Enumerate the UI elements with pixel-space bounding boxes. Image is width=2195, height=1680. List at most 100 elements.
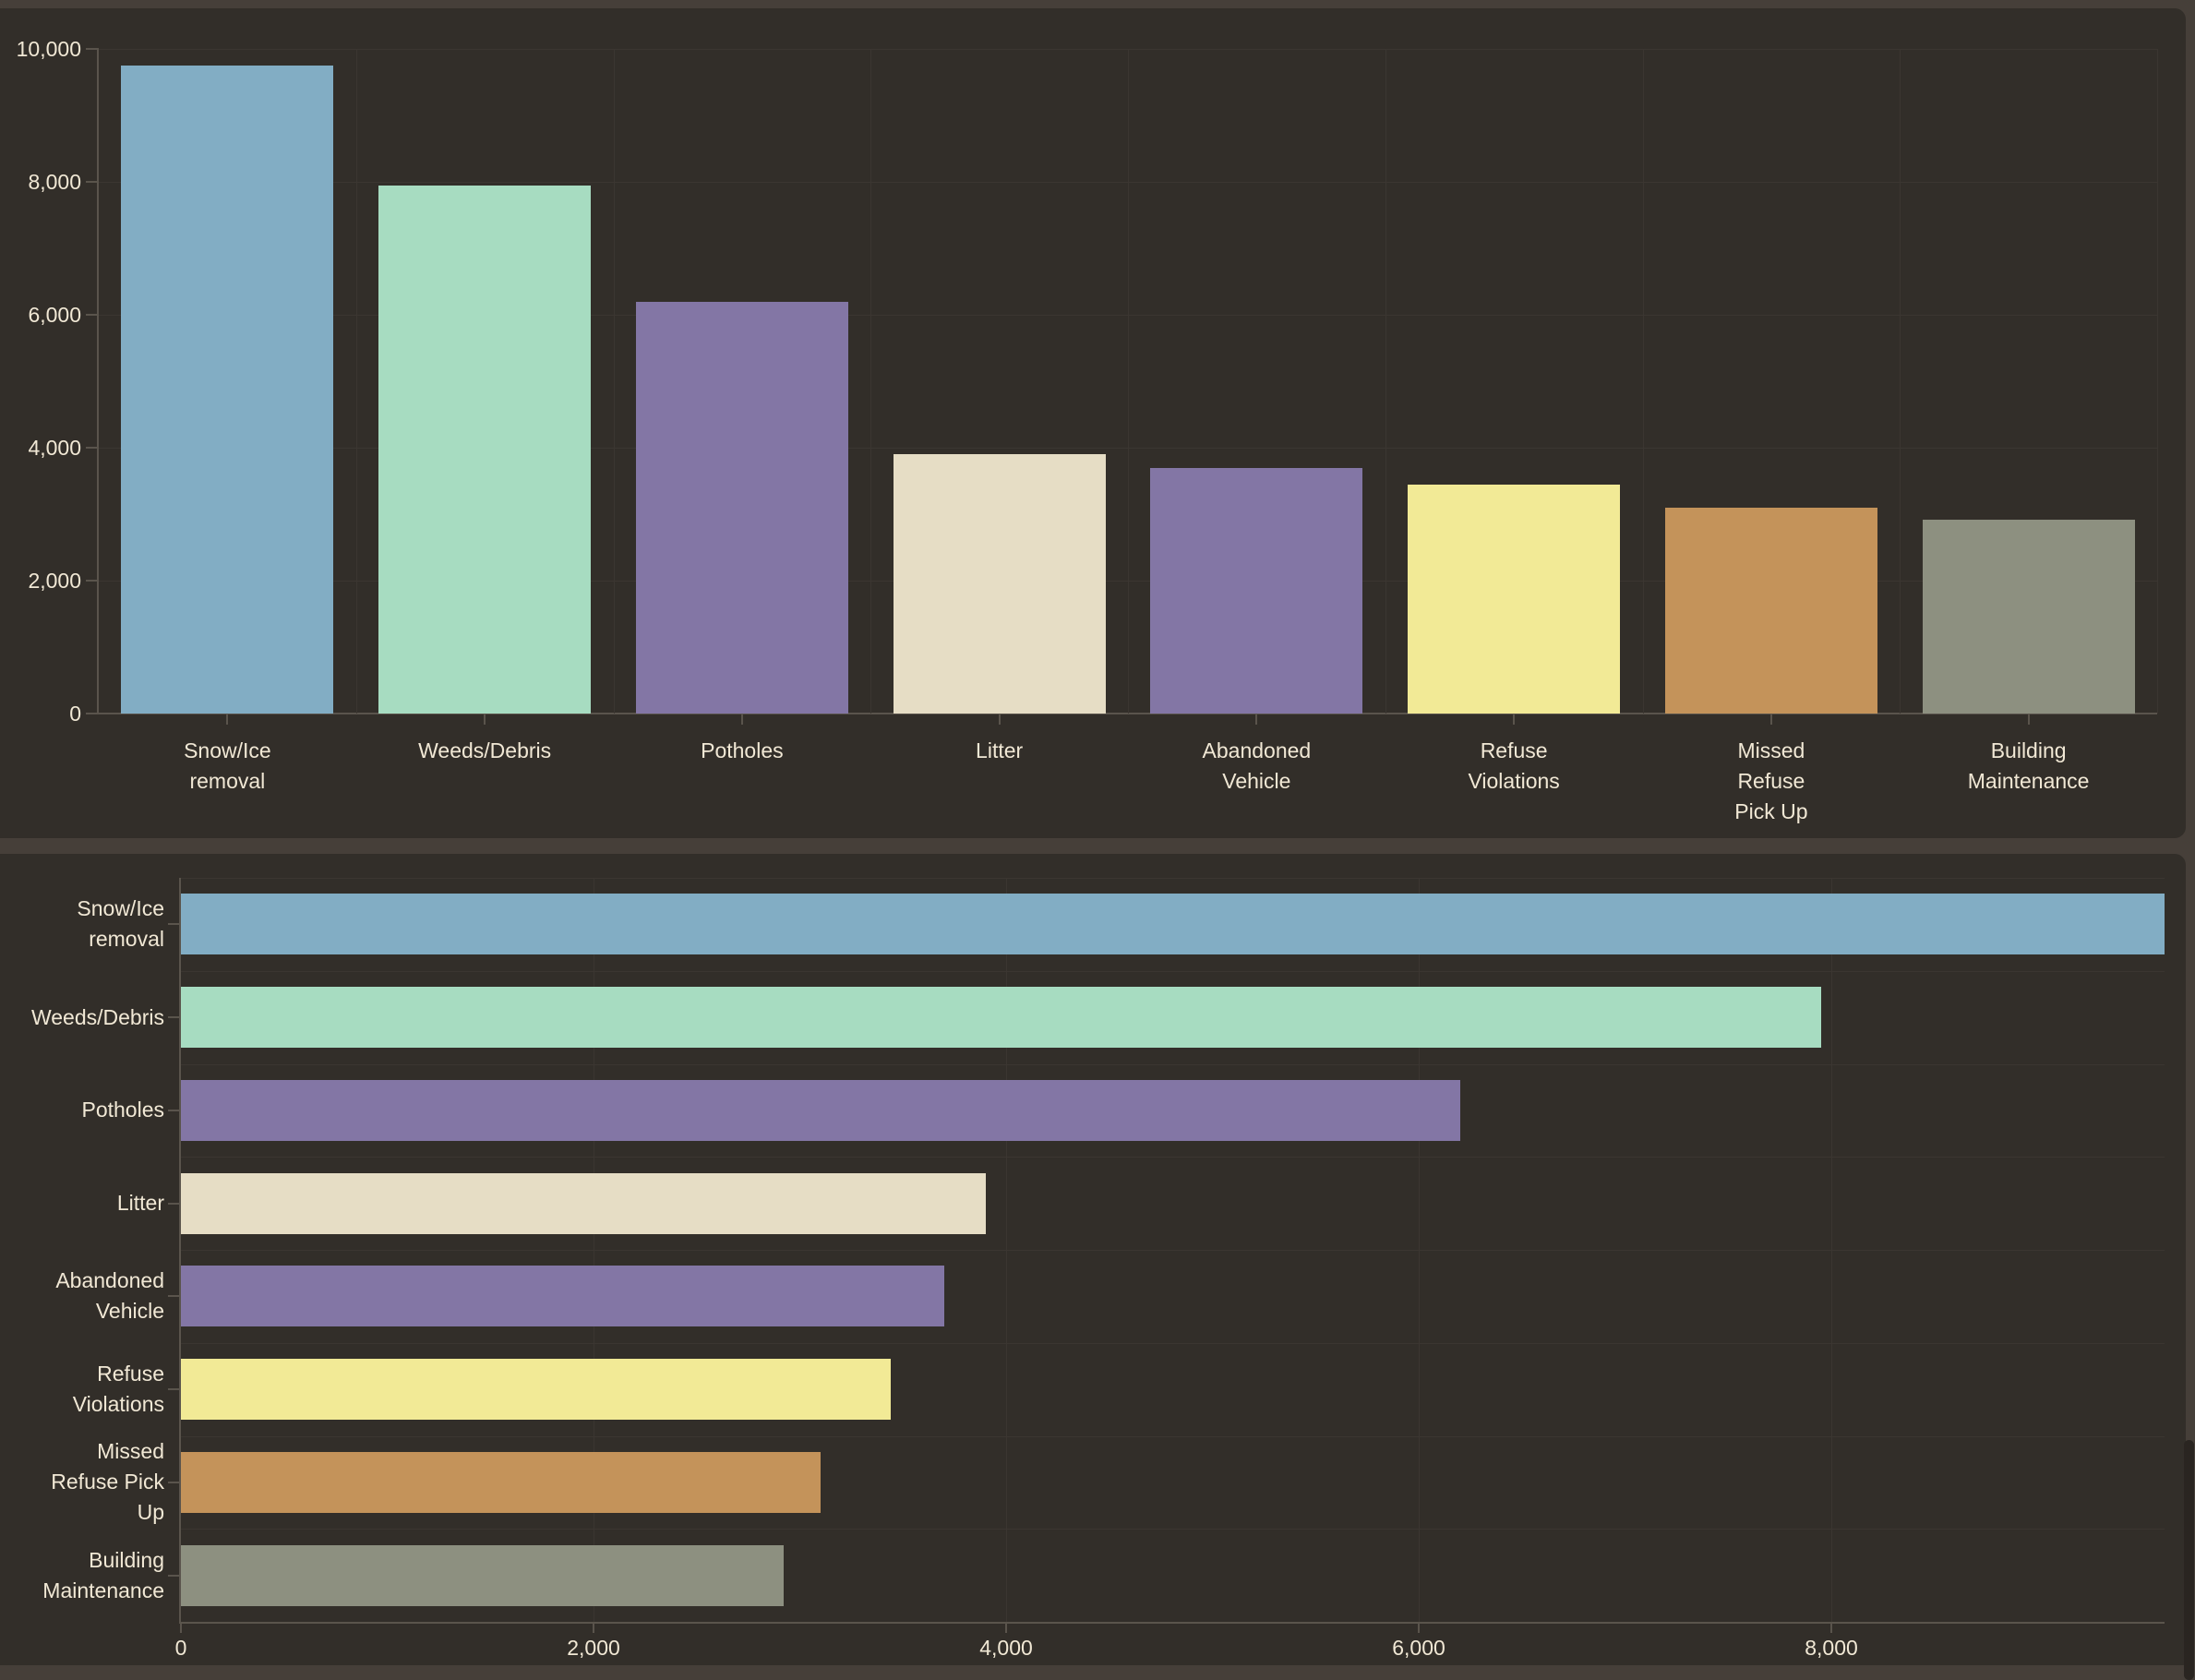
- category-label-snow-ice-removal: Snow/Ice removal: [0, 894, 164, 954]
- category-label-abandoned-vehicle: Abandoned Vehicle: [0, 1266, 164, 1326]
- category-label-line: Missed: [97, 1439, 164, 1464]
- bar-chart-panel: 0 2,000 4,000 6,000 8,000 Snow/Ice removal Weed…: [0, 854, 2186, 1665]
- category-label-building-maintenance: Building Maintenance: [1900, 736, 2157, 797]
- bar-potholes[interactable]: [635, 301, 848, 714]
- y-axis-tick: [168, 1016, 179, 1019]
- bar-refuse-violations[interactable]: [1408, 485, 1621, 714]
- x-gridline: [1006, 878, 1007, 1622]
- bar-litter[interactable]: [181, 1172, 986, 1234]
- bar-abandoned-vehicle[interactable]: [181, 1266, 944, 1327]
- x-gridline: [613, 49, 615, 714]
- bar-abandoned-vehicle[interactable]: [1150, 467, 1363, 714]
- category-label-line: Violations: [1468, 769, 1560, 793]
- x-axis-tick: [593, 1622, 594, 1633]
- category-label-line: Litter: [976, 738, 1024, 762]
- bar-missed-refuse-pick-up[interactable]: [1664, 507, 1877, 714]
- y-axis-tick: [168, 923, 179, 926]
- category-label-line: Maintenance: [42, 1578, 164, 1602]
- x-axis-tick: [2027, 714, 2030, 725]
- x-gridline: [2157, 49, 2158, 714]
- bar-snow-ice-removal[interactable]: [121, 66, 334, 714]
- bar-weeds-debris[interactable]: [378, 185, 592, 714]
- category-label-refuse-violations: Refuse Violations: [1385, 736, 1643, 797]
- category-label-line: Building: [89, 1547, 164, 1572]
- x-axis-tick: [1769, 714, 1772, 725]
- category-label-line: Abandoned: [1202, 738, 1312, 762]
- row-gridline: [180, 970, 2165, 972]
- category-label-missed-refuse-pick-up: Missed Refuse Pick Up: [0, 1436, 164, 1528]
- y-axis-tick: [168, 1295, 179, 1298]
- x-gridline: [1128, 49, 1129, 714]
- category-label-litter: Litter: [0, 1188, 164, 1218]
- y-axis-tick: [168, 1574, 179, 1577]
- y-axis-tick: [86, 181, 99, 183]
- category-label-missed-refuse-pick-up: Missed Refuse Pick Up: [1643, 736, 1901, 827]
- x-gridline: [1419, 878, 1420, 1622]
- y-axis-tick: [86, 314, 99, 316]
- category-label-line: Weeds/Debris: [30, 1004, 164, 1029]
- category-label-line: Refuse: [1737, 769, 1805, 793]
- category-label-snow-ice-removal: Snow/Ice removal: [99, 736, 356, 797]
- bar-potholes[interactable]: [181, 1079, 1460, 1141]
- category-label-line: Refuse: [97, 1362, 164, 1386]
- vertical-scrollbar-thumb[interactable]: [2184, 1440, 2194, 1680]
- category-label-line: Potholes: [701, 738, 784, 762]
- x-axis-tick: [1005, 1622, 1007, 1633]
- x-axis-tick: [1418, 1622, 1420, 1633]
- x-gridline: [1900, 49, 1901, 714]
- category-label-line: Violations: [72, 1392, 164, 1417]
- category-label-weeds-debris: Weeds/Debris: [0, 1002, 164, 1033]
- y-axis-tick: [86, 580, 99, 582]
- y-axis-tick-label: 8,000: [28, 170, 81, 194]
- category-label-line: Missed: [1737, 738, 1805, 762]
- x-gridline: [1385, 49, 1386, 714]
- x-axis-line: [99, 713, 2157, 714]
- x-axis-tick: [998, 714, 1001, 725]
- y-axis-line: [97, 49, 99, 714]
- category-label-refuse-violations: Refuse Violations: [0, 1359, 164, 1420]
- category-label-line: removal: [189, 769, 266, 793]
- x-axis-tick-label: 2,000: [567, 1636, 620, 1660]
- x-axis-line: [179, 1622, 2165, 1624]
- y-axis-tick: [168, 1109, 179, 1111]
- bar-weeds-debris[interactable]: [181, 987, 1821, 1049]
- x-axis-tick-label: 4,000: [979, 1636, 1033, 1660]
- y-axis-tick-label: 6,000: [28, 303, 81, 327]
- y-axis-tick: [86, 48, 99, 50]
- category-label-line: Snow/Ice: [184, 738, 271, 762]
- x-axis-tick: [1830, 1622, 1832, 1633]
- bar-building-maintenance[interactable]: [181, 1544, 784, 1606]
- category-label-line: Weeds/Debris: [418, 738, 552, 762]
- x-axis-tick: [740, 714, 743, 725]
- y-axis-tick: [168, 1202, 179, 1205]
- bar-litter[interactable]: [893, 454, 1106, 714]
- category-label-line: Refuse Pick: [51, 1470, 164, 1494]
- category-label-line: Maintenance: [1967, 769, 2090, 793]
- y-axis-tick: [86, 713, 99, 714]
- x-gridline: [1831, 878, 1832, 1622]
- row-gridline: [180, 1063, 2165, 1065]
- bar-missed-refuse-pick-up[interactable]: [181, 1451, 821, 1513]
- bar-refuse-violations[interactable]: [181, 1359, 891, 1421]
- y-axis-tick: [168, 1388, 179, 1391]
- bar-building-maintenance[interactable]: [1922, 519, 2135, 714]
- y-axis-tick-label: 0: [69, 702, 81, 726]
- row-gridline: [180, 1250, 2165, 1251]
- category-label-abandoned-vehicle: Abandoned Vehicle: [1128, 736, 1385, 797]
- category-label-line: Potholes: [81, 1098, 164, 1122]
- bar-snow-ice-removal[interactable]: [181, 894, 2165, 955]
- y-axis-tick: [86, 447, 99, 449]
- category-label-line: removal: [89, 927, 164, 952]
- column-chart-panel: 0 2,000 4,000 6,000 8,000 10,000 Snow/Ice remov…: [0, 8, 2186, 838]
- x-axis-tick: [1513, 714, 1516, 725]
- category-label-potholes: Potholes: [0, 1095, 164, 1125]
- category-label-line: Abandoned: [55, 1268, 164, 1293]
- row-gridline: [180, 878, 2165, 879]
- x-axis-tick: [1255, 714, 1258, 725]
- row-gridline: [180, 1342, 2165, 1344]
- category-label-line: Pick Up: [1734, 799, 1808, 823]
- x-axis-tick: [484, 714, 486, 725]
- category-label-line: Refuse: [1480, 738, 1548, 762]
- category-label-line: Building: [1990, 738, 2067, 762]
